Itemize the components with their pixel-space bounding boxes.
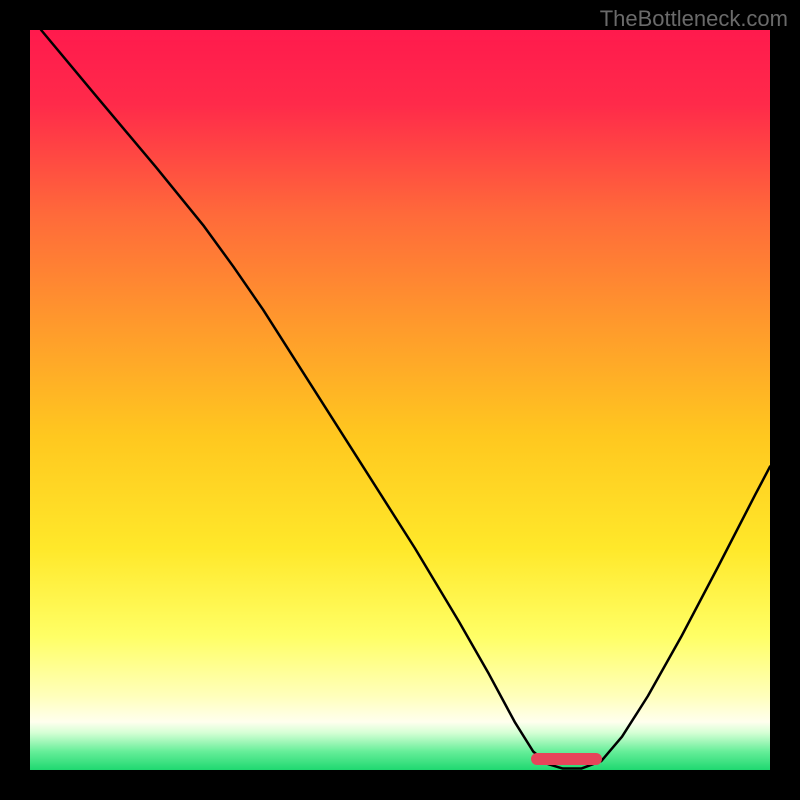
optimum-marker — [531, 753, 601, 765]
bottleneck-curve — [41, 30, 770, 769]
chart-container: TheBottleneck.com — [0, 0, 800, 800]
curve-layer — [30, 30, 770, 770]
plot-area — [30, 30, 770, 770]
watermark-text: TheBottleneck.com — [600, 6, 788, 32]
